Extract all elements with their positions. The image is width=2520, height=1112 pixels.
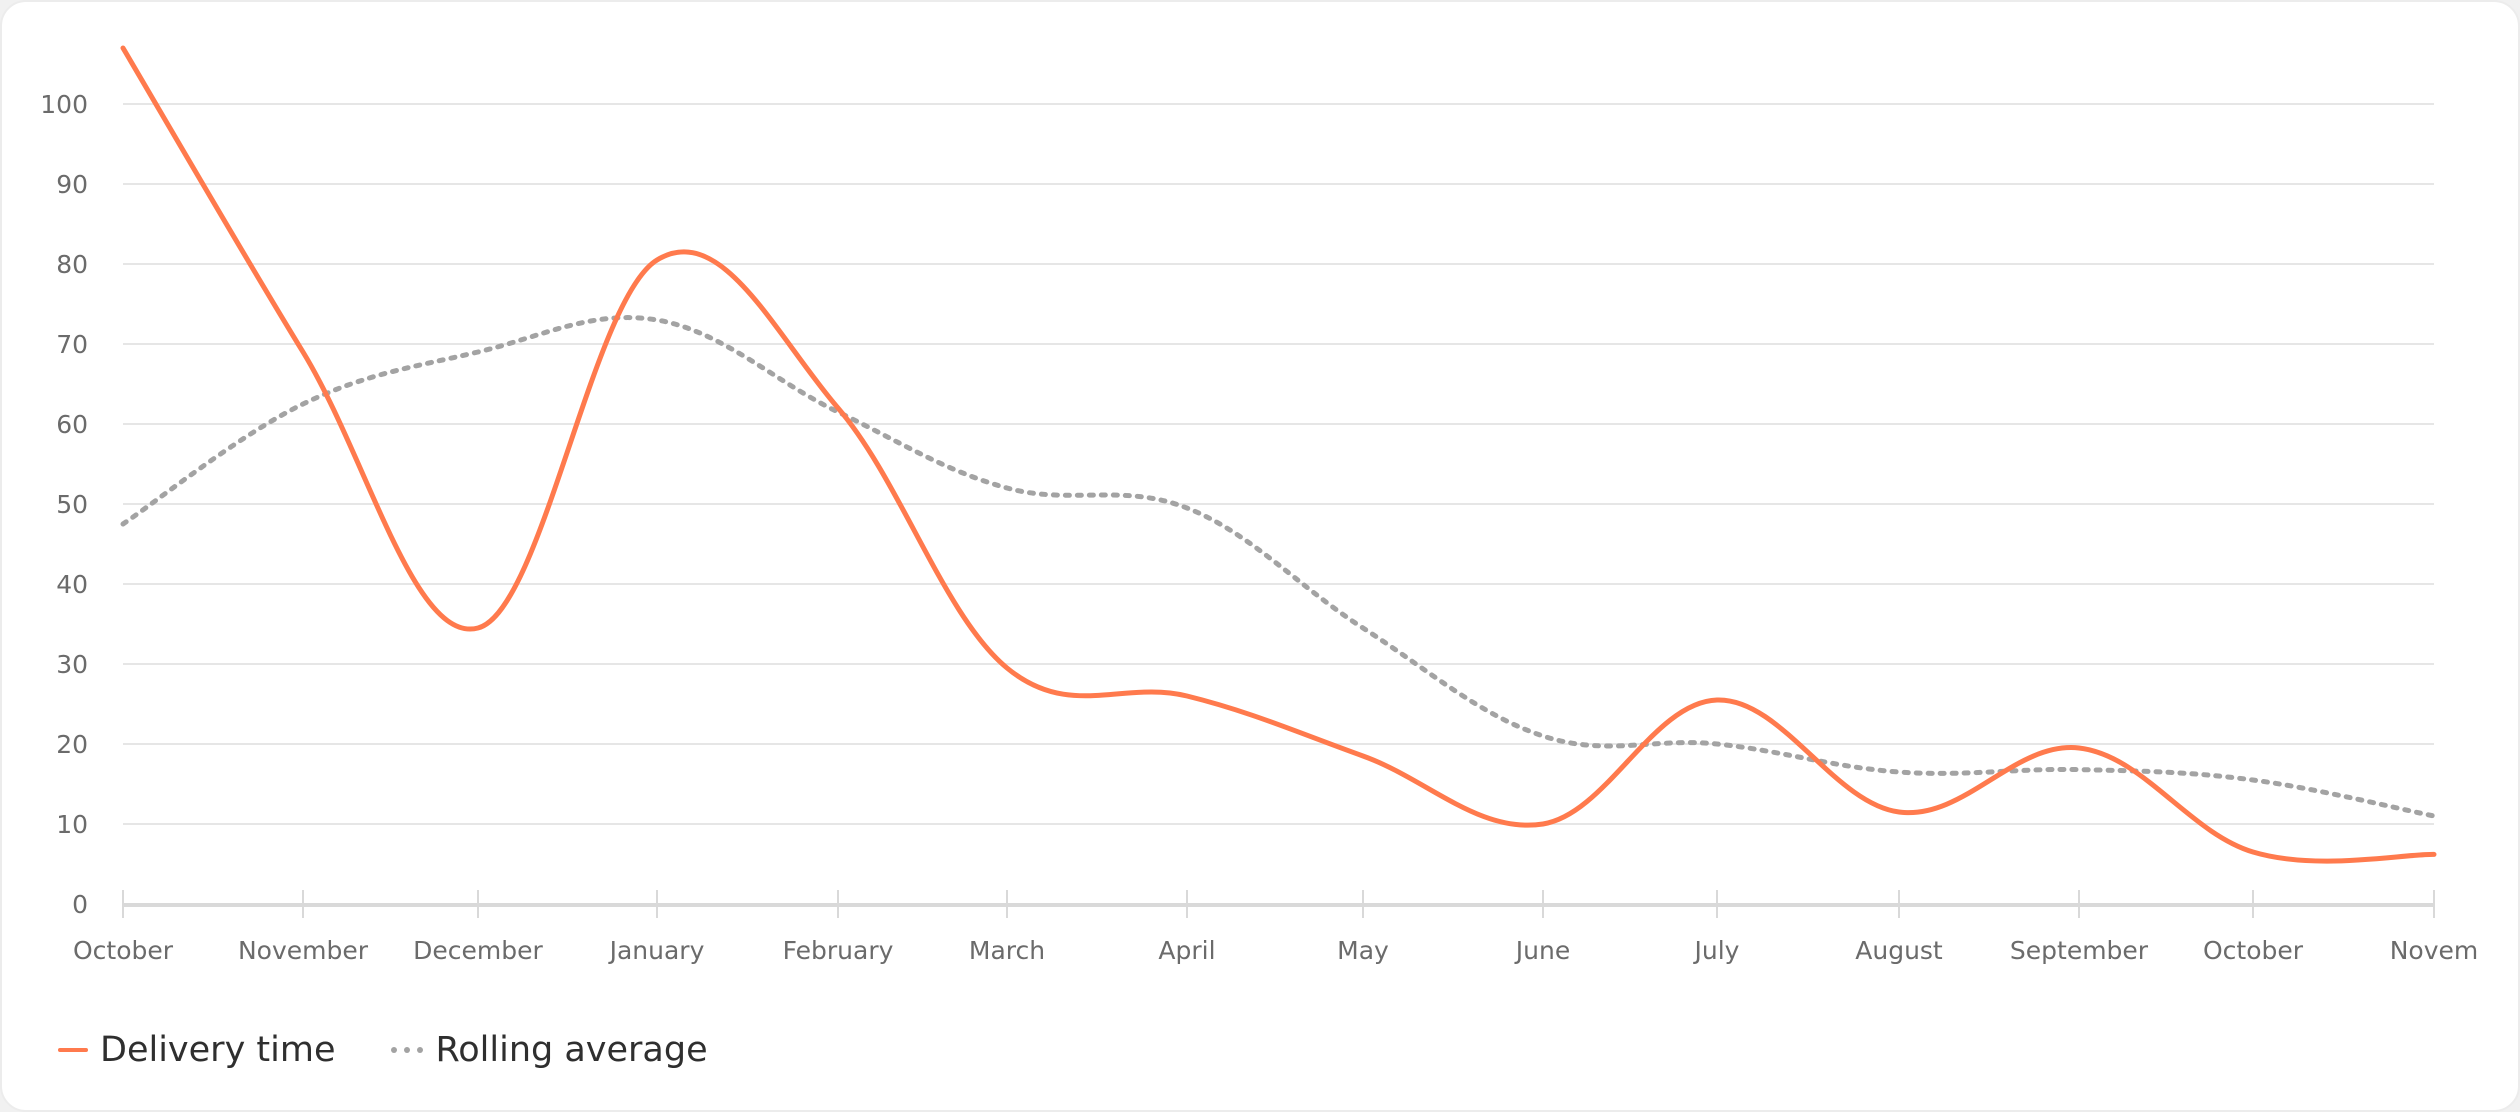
legend-label: Delivery time: [100, 1030, 336, 1070]
data-point[interactable]: [468, 618, 488, 638]
y-tick-label: 20: [56, 730, 88, 759]
data-point[interactable]: [293, 342, 313, 362]
data-point[interactable]: [997, 658, 1017, 678]
x-tick-label: January: [608, 936, 705, 965]
x-axis: October November December January February Ma…: [73, 890, 2478, 965]
data-point[interactable]: [1533, 814, 1553, 834]
x-tick-label: September: [2010, 936, 2149, 965]
y-tick-label: 70: [56, 330, 88, 359]
x-tick-label: March: [969, 936, 1045, 965]
y-tick-label: 40: [56, 570, 88, 599]
series-line-delivery-time[interactable]: [120, 45, 2437, 864]
data-point[interactable]: [113, 514, 133, 534]
y-tick-label: 30: [56, 650, 88, 679]
y-axis: 0 10 20 30 40 50 60 70 80 90 100: [40, 90, 88, 919]
data-point[interactable]: [828, 398, 848, 418]
data-point[interactable]: [2243, 770, 2263, 790]
data-point[interactable]: [647, 310, 667, 330]
legend: Delivery time Rolling average: [58, 1026, 764, 1074]
y-tick-label: 100: [40, 90, 88, 119]
y-tick-label: 10: [56, 810, 88, 839]
data-point[interactable]: [1177, 686, 1197, 706]
x-tick-label: May: [1337, 936, 1389, 965]
data-point[interactable]: [647, 250, 667, 270]
data-point[interactable]: [2069, 760, 2089, 780]
legend-item-delivery-time[interactable]: Delivery time: [58, 1030, 335, 1070]
y-tick-label: 90: [56, 170, 88, 199]
x-tick-label: April: [1158, 936, 1215, 965]
data-point[interactable]: [113, 38, 133, 58]
data-point[interactable]: [468, 342, 488, 362]
data-point[interactable]: [2243, 842, 2263, 862]
x-tick-label: December: [413, 936, 543, 965]
data-point[interactable]: [1353, 746, 1373, 766]
series-layer: [113, 38, 2444, 864]
legend-swatch-dotted: [391, 1047, 424, 1053]
y-tick-label: 80: [56, 250, 88, 279]
y-tick-label: 60: [56, 410, 88, 439]
data-point[interactable]: [2424, 806, 2444, 826]
data-point[interactable]: [1533, 726, 1553, 746]
x-tick-label: August: [1855, 936, 1943, 965]
x-tick-label: Novem: [2390, 936, 2479, 965]
y-tick-label: 0: [72, 890, 88, 919]
data-point[interactable]: [1707, 734, 1727, 754]
x-tick-label: February: [783, 936, 894, 965]
data-point[interactable]: [293, 394, 313, 414]
data-point[interactable]: [2424, 844, 2444, 864]
legend-label: Rolling average: [435, 1030, 708, 1070]
data-point[interactable]: [997, 478, 1017, 498]
data-point[interactable]: [1177, 498, 1197, 518]
x-tick-label: October: [73, 936, 174, 965]
data-point[interactable]: [1707, 690, 1727, 710]
data-point[interactable]: [1889, 802, 1909, 822]
x-tick-label: November: [238, 936, 369, 965]
x-tick-label: June: [1514, 936, 1570, 965]
series-line-rolling-average[interactable]: [120, 315, 2437, 819]
legend-swatch-solid: [58, 1048, 88, 1052]
data-point[interactable]: [1889, 762, 1909, 782]
data-point[interactable]: [1353, 618, 1373, 638]
legend-item-rolling-average[interactable]: Rolling average: [391, 1030, 708, 1070]
data-point[interactable]: [2069, 738, 2089, 758]
x-tick-label: July: [1693, 936, 1740, 965]
gridlines: [123, 103, 2434, 825]
y-tick-label: 50: [56, 490, 88, 519]
x-tick-label: October: [2203, 936, 2304, 965]
